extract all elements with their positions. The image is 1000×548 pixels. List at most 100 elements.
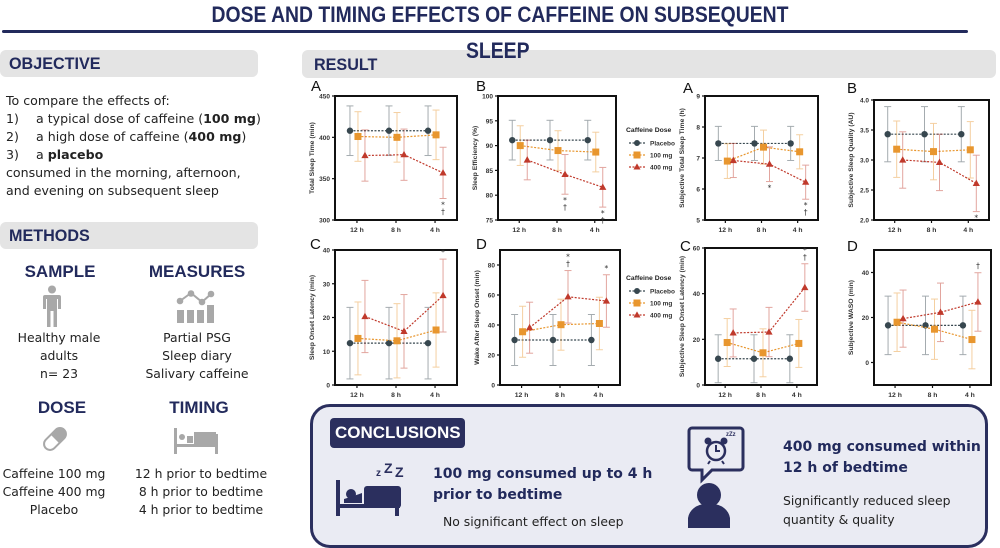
series-line-400-mg (527, 159, 603, 188)
data-point (966, 146, 974, 154)
x-tick-label: 8 h (757, 227, 767, 234)
y-tick-label: 0 (696, 383, 700, 390)
error-bar (564, 270, 572, 324)
significance-marker: † (601, 216, 605, 225)
bed-icon (174, 428, 218, 454)
legend-title: Caffeine Dose (626, 275, 672, 282)
y-tick-label: 40 (693, 291, 701, 298)
data-point (549, 336, 557, 344)
plot-frame (873, 99, 990, 221)
error-bar (957, 106, 965, 163)
x-tick-label: 12 h (515, 392, 529, 399)
data-point (959, 322, 967, 329)
legend-label: 100 mg (650, 153, 672, 160)
series-line-100-mg (357, 134, 437, 138)
error-bar (508, 119, 516, 161)
data-point (787, 140, 794, 147)
y-tick-label: 2.0 (860, 218, 869, 225)
measures-text: Partial PSG Sleep diary Salivary caffein… (145, 330, 249, 381)
error-bar (592, 131, 600, 173)
x-tick-label: 8 h (552, 227, 562, 234)
objective-item: 3) a placebo (6, 147, 104, 162)
data-point (354, 133, 362, 141)
legend-title: Caffeine Dose (626, 127, 672, 134)
error-bar (354, 301, 362, 376)
data-point (958, 131, 965, 138)
panel-letter: A (683, 80, 694, 97)
legend-marker (633, 311, 641, 318)
chart-icon (176, 290, 215, 323)
significance-marker: * (441, 248, 445, 257)
error-bar (760, 129, 767, 165)
error-bar (549, 314, 557, 366)
error-bar (899, 131, 907, 189)
significance-marker: † (566, 260, 570, 269)
significance-marker: † (563, 203, 567, 212)
data-point (385, 127, 393, 134)
svg-text:Z: Z (395, 464, 404, 480)
y-tick-label: 3.0 (860, 158, 869, 165)
data-point (751, 140, 758, 147)
y-tick-label: 0 (865, 360, 869, 367)
data-point (884, 322, 892, 329)
data-point (557, 321, 565, 329)
series-line-400-mg (364, 154, 444, 174)
x-tick-label: 8 h (928, 392, 938, 399)
error-bar (587, 314, 595, 366)
data-point (595, 320, 603, 327)
methods-header-bar (0, 222, 258, 249)
error-bar (801, 263, 809, 312)
x-tick-label: 12 h (718, 392, 732, 399)
data-point (346, 127, 354, 134)
error-bar (554, 130, 562, 171)
x-tick-label: 12 h (719, 227, 733, 234)
error-bar (400, 128, 408, 181)
error-bar (584, 119, 592, 161)
series-line-100-mg (727, 146, 800, 162)
error-bar (511, 314, 519, 366)
plot-frame (704, 95, 819, 221)
plot-frame (334, 249, 458, 386)
plot-frame (499, 249, 621, 386)
y-axis-label: Sleep Onset Latency (min) (309, 275, 316, 360)
page-title-continuation: SLEEP (466, 38, 530, 63)
y-tick-label: 80 (488, 263, 496, 270)
error-bar (751, 125, 758, 161)
error-bar (346, 105, 354, 157)
significance-marker: * (601, 209, 605, 218)
pill-icon (43, 427, 67, 451)
conclusion-left-sub: No significant effect on sleep (443, 514, 624, 529)
x-tick-label: 4 h (430, 227, 440, 234)
series-line-400-mg (902, 159, 977, 184)
person-alarm-clock-icon: zZz (687, 426, 745, 528)
error-bar (385, 105, 393, 157)
conclusion-right-sub: Significantly reduced sleep quantity & q… (783, 493, 951, 527)
y-tick-label: 40 (488, 323, 496, 330)
error-bar (424, 105, 432, 157)
error-bar (729, 308, 737, 358)
panel-letter: C (310, 236, 321, 253)
timing-text: 12 h prior to bedtime 8 h prior to bedti… (134, 466, 268, 517)
error-bar (884, 295, 892, 356)
error-bar (439, 258, 447, 333)
plot-frame (873, 249, 992, 386)
error-bar (385, 306, 393, 380)
error-bar (802, 164, 810, 200)
x-tick-label: 12 h (888, 227, 902, 234)
objective-header-bar (0, 50, 258, 77)
error-bar (516, 125, 524, 166)
error-bar (968, 309, 976, 370)
x-tick-label: 4 h (430, 392, 440, 399)
y-tick-label: 8 (696, 125, 700, 132)
panel-letter: B (847, 80, 858, 97)
plot-frame (497, 95, 617, 221)
data-point (723, 339, 731, 347)
data-point (786, 355, 794, 362)
significance-marker: * (441, 201, 445, 210)
plot-frame (334, 95, 458, 221)
conclusions-tag (330, 418, 465, 448)
error-bar (766, 146, 773, 183)
data-point (385, 339, 393, 347)
error-bar (893, 292, 901, 352)
timing-heading: TIMING (169, 398, 229, 417)
